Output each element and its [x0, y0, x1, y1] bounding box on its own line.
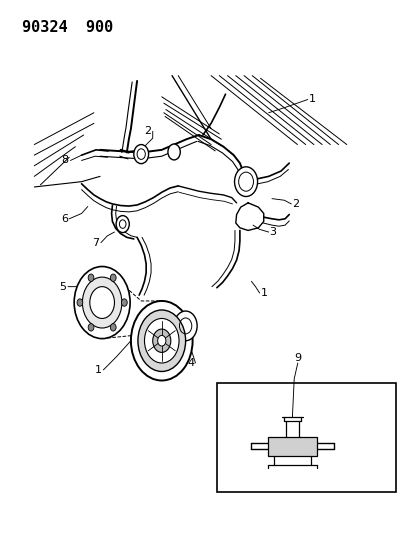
Text: 90324  900: 90324 900 — [22, 20, 113, 35]
Circle shape — [152, 329, 171, 352]
Text: 3: 3 — [268, 227, 275, 237]
Bar — [267, 437, 316, 456]
Circle shape — [116, 216, 129, 232]
Circle shape — [121, 299, 127, 306]
Text: 9: 9 — [294, 353, 301, 362]
Circle shape — [90, 287, 114, 318]
Circle shape — [88, 274, 94, 281]
Text: 1: 1 — [261, 288, 268, 298]
Text: 8: 8 — [62, 156, 69, 165]
Text: 7: 7 — [92, 238, 99, 248]
Circle shape — [110, 274, 116, 281]
Circle shape — [168, 144, 180, 160]
Text: 4: 4 — [187, 358, 194, 368]
Circle shape — [77, 299, 83, 306]
Text: 1: 1 — [308, 94, 315, 104]
Bar — [217, 383, 395, 492]
Circle shape — [157, 335, 166, 346]
Circle shape — [110, 324, 116, 331]
Text: 5: 5 — [59, 281, 66, 292]
Circle shape — [133, 144, 148, 164]
Circle shape — [82, 277, 121, 328]
Circle shape — [174, 311, 197, 341]
Text: 2: 2 — [143, 126, 151, 136]
Text: 2: 2 — [291, 199, 298, 209]
Circle shape — [144, 318, 178, 363]
Text: 9: 9 — [281, 423, 288, 433]
Circle shape — [138, 310, 185, 372]
Text: 1: 1 — [94, 365, 101, 375]
Circle shape — [234, 167, 257, 197]
Circle shape — [131, 301, 192, 381]
Circle shape — [74, 266, 130, 338]
Circle shape — [88, 324, 94, 331]
Text: 6: 6 — [62, 214, 69, 224]
